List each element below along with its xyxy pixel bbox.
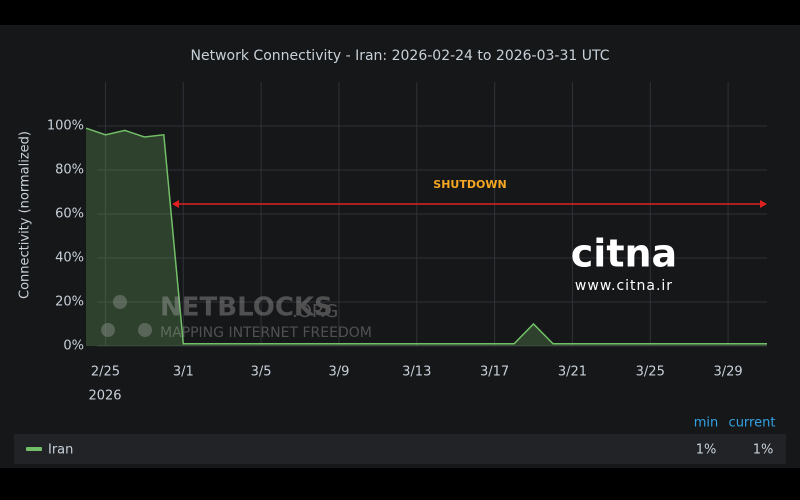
y-tick-label: 0% xyxy=(63,339,84,354)
area xyxy=(86,128,767,346)
legend-swatch xyxy=(26,447,42,451)
line xyxy=(85,127,767,345)
legend-value: 1% xyxy=(696,443,717,458)
watermark-icon xyxy=(101,323,115,337)
annotation: SHUTDOWN xyxy=(433,178,506,191)
legend-value: 1% xyxy=(753,443,774,458)
watermark-icon xyxy=(138,323,152,337)
panel xyxy=(0,25,800,468)
logo-url: www.citna.ir xyxy=(575,278,673,294)
y-tick-label: 20% xyxy=(55,295,84,310)
x-year-label: 2026 xyxy=(88,389,121,404)
legend-header: current xyxy=(729,416,776,431)
x-tick-label: 3/25 xyxy=(636,365,665,380)
x-tick-label: 3/13 xyxy=(402,365,431,380)
y-tick-label: 80% xyxy=(55,163,84,178)
watermark-tagline: MAPPING INTERNET FREEDOM xyxy=(160,325,372,341)
x-tick-label: 3/9 xyxy=(328,365,349,380)
x-tick-label: 3/17 xyxy=(480,365,509,380)
y-tick-label: 100% xyxy=(47,119,84,134)
x-tick-label: 3/1 xyxy=(173,365,194,380)
y-tick-label: 60% xyxy=(55,207,84,222)
watermark-brand: NETBLOCKS xyxy=(160,293,333,323)
watermark: NETBLOCKS .ORG MAPPING INTERNET FREEDOM xyxy=(101,293,372,341)
legend-header: min xyxy=(694,416,719,431)
y-axis-title: Connectivity (normalized) xyxy=(18,131,33,299)
watermark-icon xyxy=(113,295,127,309)
x-tick-label: 3/5 xyxy=(251,365,272,380)
legend-label: Iran xyxy=(48,443,73,458)
x-tick-label: 3/21 xyxy=(558,365,587,380)
x-tick-label: 2/25 xyxy=(91,365,120,380)
legend-row xyxy=(14,434,786,464)
watermark-domain: .ORG xyxy=(292,301,338,322)
logo-name: citna xyxy=(571,232,677,276)
y-tick-label: 40% xyxy=(55,251,84,266)
x-tick-label: 3/29 xyxy=(713,365,742,380)
chart-title: Network Connectivity - Iran: 2026-02-24 … xyxy=(191,48,610,64)
